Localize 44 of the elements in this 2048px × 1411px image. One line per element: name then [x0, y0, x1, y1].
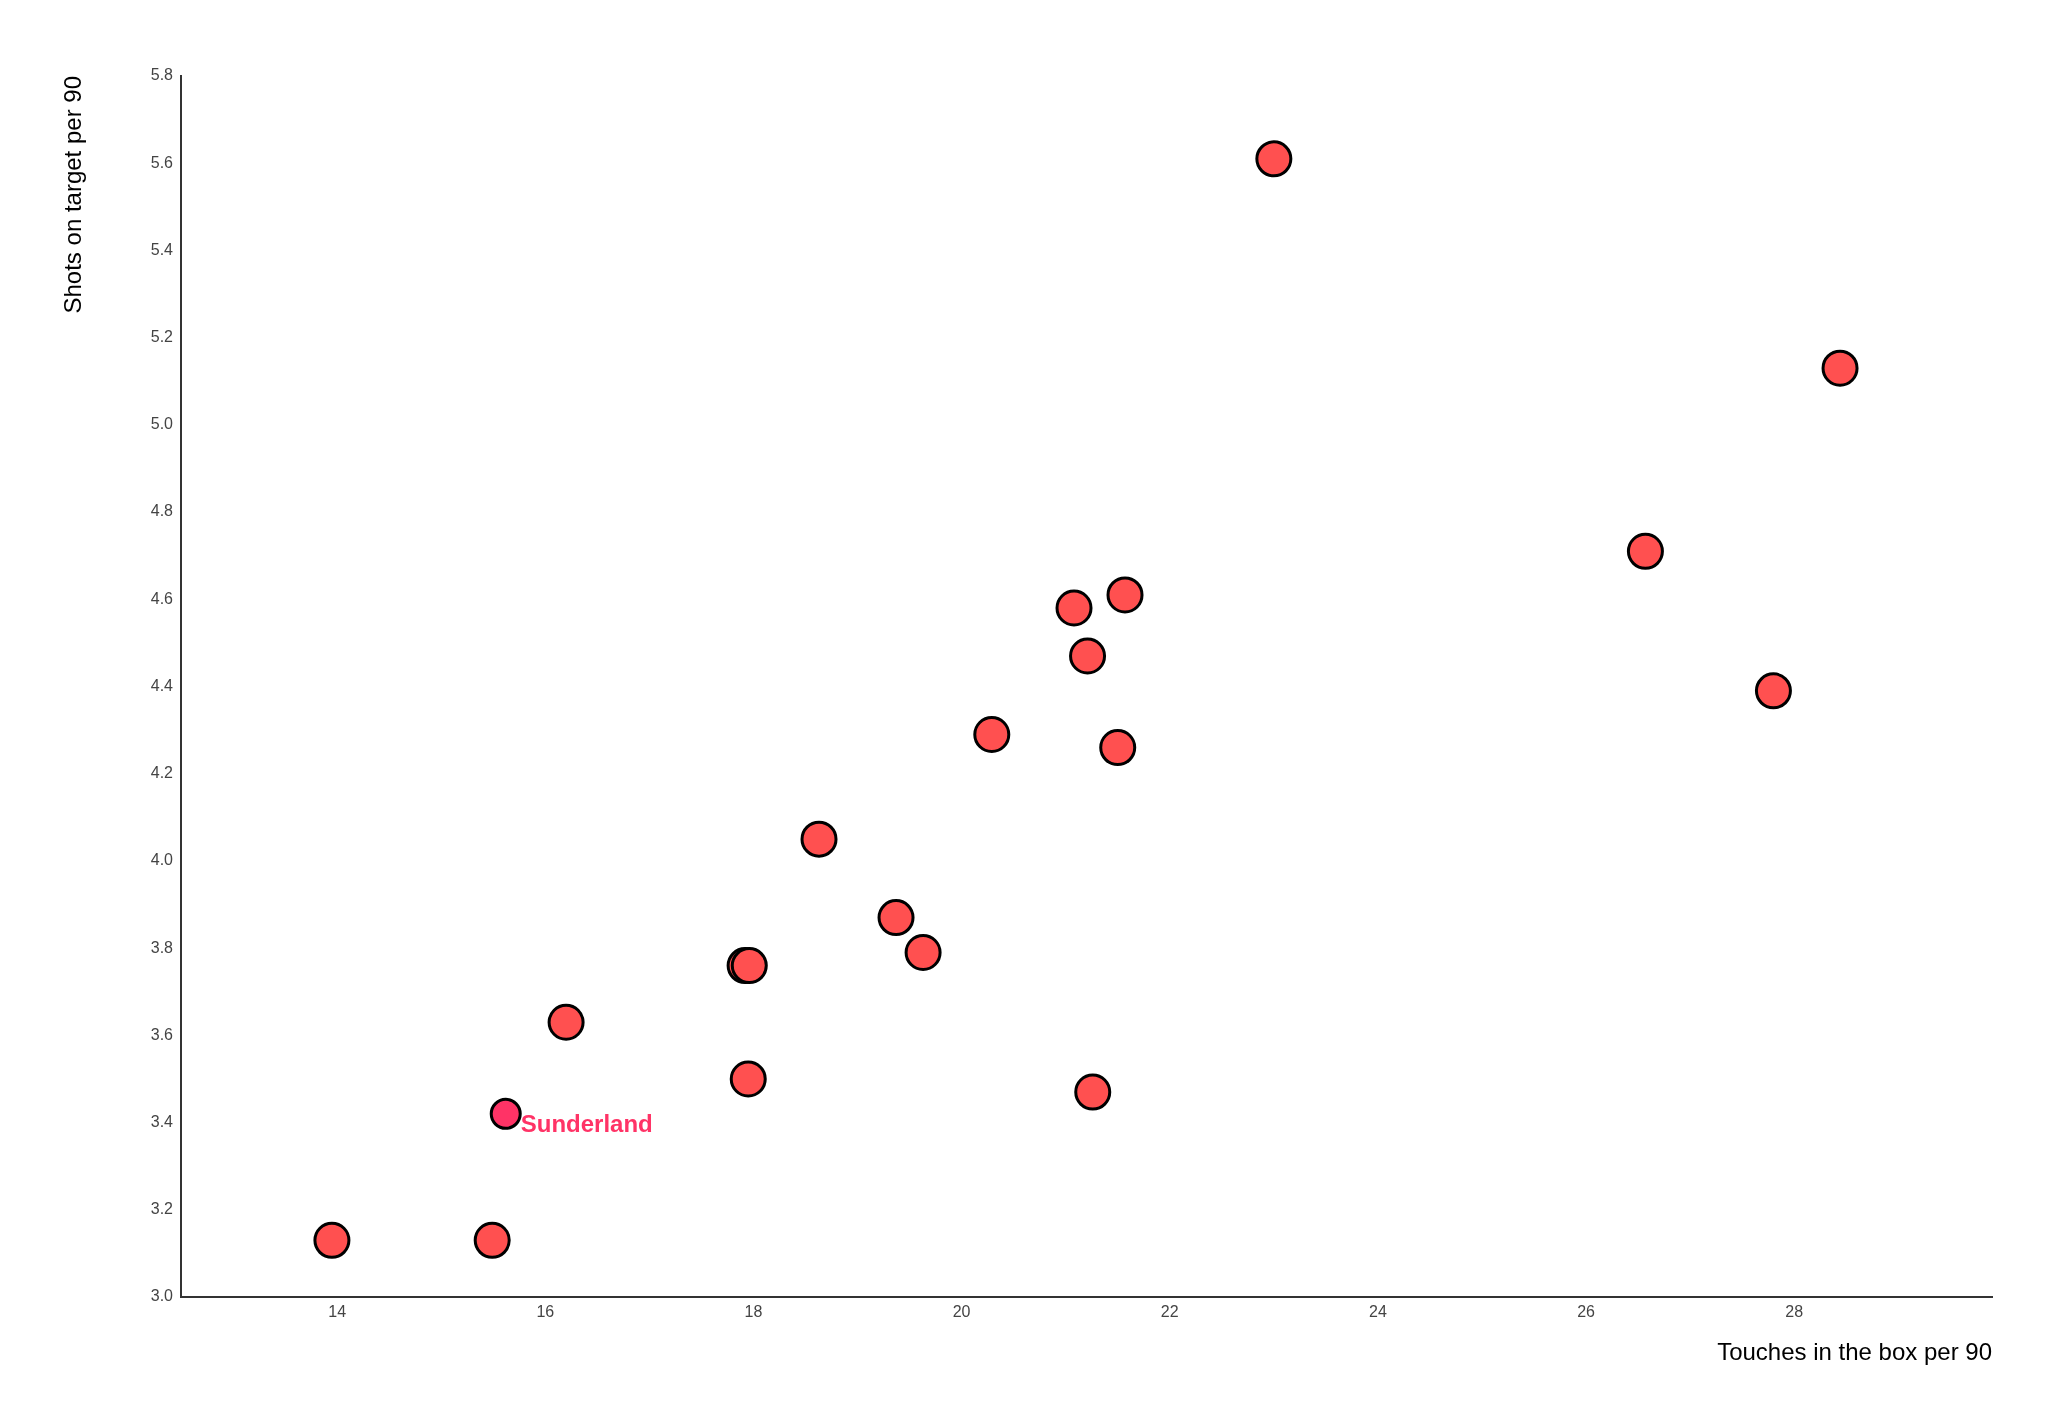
x-tick-label: 22: [1160, 1303, 1179, 1321]
series-label: Sunderland: [520, 1109, 653, 1137]
point: [1106, 576, 1144, 614]
y-tick-label: 5.8: [150, 66, 174, 84]
x-axis-title: Touches in the box per 90: [1717, 1338, 1992, 1366]
y-tick-label: 3.2: [150, 1200, 174, 1218]
point: [904, 934, 942, 971]
x-tick-label: 14: [328, 1303, 347, 1321]
point: [547, 1003, 585, 1041]
point: [729, 1060, 767, 1098]
point: [1099, 729, 1137, 767]
point: [1069, 637, 1107, 675]
point: [489, 1097, 522, 1130]
x-tick-label: 24: [1369, 1303, 1387, 1321]
point: [1074, 1073, 1112, 1111]
x-tick-label: 18: [744, 1303, 763, 1321]
x-tick-label: 26: [1577, 1303, 1596, 1321]
point: [973, 715, 1011, 753]
y-tick-label: 4.4: [150, 676, 174, 694]
point: [1255, 140, 1293, 178]
x-tick-label: 16: [536, 1303, 555, 1321]
point: [1821, 349, 1859, 387]
x-tick-label: 28: [1785, 1303, 1804, 1321]
y-tick-label: 3.0: [150, 1287, 174, 1305]
point: [877, 899, 915, 937]
y-tick-label: 4.8: [150, 502, 174, 520]
y-tick-label: 5.6: [150, 153, 174, 171]
y-tick-label: 3.6: [150, 1025, 174, 1043]
point: [1754, 672, 1792, 710]
point: [473, 1221, 511, 1259]
point: [313, 1221, 351, 1259]
y-tick-label: 5.0: [150, 415, 174, 433]
y-tick-label: 3.4: [150, 1112, 174, 1130]
y-tick-label: 4.0: [150, 851, 174, 869]
point: [800, 820, 838, 858]
x-tick-label: 20: [952, 1303, 971, 1321]
y-tick-label: 4.6: [150, 589, 174, 607]
y-tick-label: 3.8: [150, 938, 174, 956]
point: [1055, 589, 1093, 627]
y-tick-label: 4.2: [150, 764, 174, 782]
y-tick-label: 5.4: [150, 240, 174, 258]
y-tick-label: 5.2: [150, 328, 174, 346]
y-axis-title: Shots on target per 90: [59, 76, 87, 314]
point: [1626, 532, 1664, 570]
